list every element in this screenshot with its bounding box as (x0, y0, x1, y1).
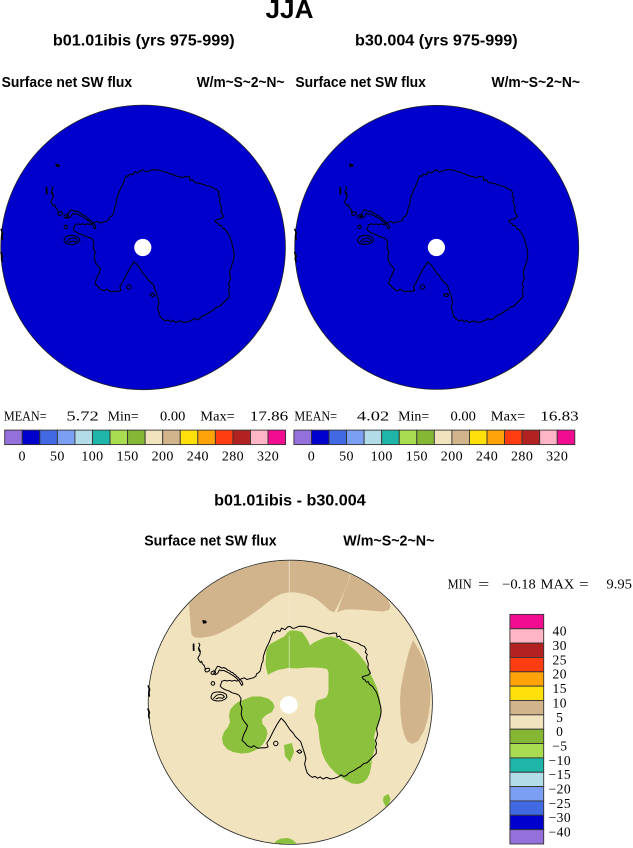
svg-text:5.72: 5.72 (66, 410, 98, 425)
svg-text:50: 50 (339, 450, 354, 465)
svg-text:MIN: MIN (448, 577, 472, 592)
svg-text:Min=: Min= (398, 410, 429, 425)
svg-text:40: 40 (553, 624, 568, 639)
svg-text:240: 240 (187, 450, 209, 465)
svg-text:b01.01ibis (yrs 975-999): b01.01ibis (yrs 975-999) (53, 32, 235, 49)
svg-text:10: 10 (553, 695, 568, 710)
svg-text:50: 50 (50, 450, 65, 465)
svg-text:W/m~S~2~N~: W/m~S~2~N~ (197, 74, 285, 91)
svg-text:280: 280 (222, 450, 244, 465)
svg-text:−10: −10 (548, 753, 571, 768)
svg-text:150: 150 (406, 450, 428, 465)
svg-text:0: 0 (308, 450, 315, 465)
svg-text:25: 25 (553, 652, 568, 667)
svg-text:W/m~S~2~N~: W/m~S~2~N~ (492, 74, 581, 91)
svg-text:Surface net SW flux: Surface net SW flux (144, 533, 277, 550)
svg-text:20: 20 (553, 667, 568, 682)
svg-text:280: 280 (511, 450, 533, 465)
svg-text:−0.18: −0.18 (502, 577, 536, 592)
svg-text:−40: −40 (548, 825, 571, 840)
svg-text:100: 100 (371, 450, 393, 465)
svg-text:=: = (478, 577, 489, 592)
svg-text:200: 200 (152, 450, 174, 465)
svg-text:−5: −5 (552, 738, 567, 753)
svg-text:Max=: Max= (200, 410, 235, 425)
svg-text:MEAN=: MEAN= (294, 410, 337, 425)
svg-text:320: 320 (546, 450, 568, 465)
svg-text:16.83: 16.83 (540, 410, 578, 425)
svg-text:−25: −25 (548, 796, 571, 811)
svg-text:JJA: JJA (266, 0, 314, 24)
svg-text:0.00: 0.00 (451, 410, 476, 425)
svg-text:=: = (579, 577, 589, 592)
svg-text:200: 200 (441, 450, 463, 465)
svg-text:−15: −15 (548, 767, 571, 782)
svg-text:Max=: Max= (491, 410, 526, 425)
svg-text:Surface net SW flux: Surface net SW flux (2, 74, 133, 91)
svg-text:30: 30 (553, 638, 568, 653)
svg-text:15: 15 (553, 681, 568, 696)
svg-text:MAX: MAX (541, 577, 575, 592)
svg-text:5: 5 (556, 710, 563, 725)
svg-text:Surface net SW flux: Surface net SW flux (295, 74, 426, 91)
svg-text:150: 150 (116, 450, 138, 465)
svg-text:17.86: 17.86 (250, 410, 288, 425)
svg-text:0.00: 0.00 (160, 410, 185, 425)
svg-text:−30: −30 (548, 810, 571, 825)
svg-text:MEAN=: MEAN= (4, 410, 47, 425)
svg-text:100: 100 (81, 450, 103, 465)
svg-text:Min=: Min= (108, 410, 139, 425)
svg-text:−20: −20 (548, 782, 571, 797)
svg-text:b01.01ibis - b30.004: b01.01ibis - b30.004 (214, 492, 366, 509)
svg-text:W/m~S~2~N~: W/m~S~2~N~ (343, 533, 434, 550)
svg-text:240: 240 (476, 450, 498, 465)
svg-text:320: 320 (257, 450, 279, 465)
svg-text:0: 0 (556, 724, 563, 739)
svg-text:4.02: 4.02 (357, 410, 389, 425)
svg-text:b30.004 (yrs 975-999): b30.004 (yrs 975-999) (355, 32, 518, 49)
svg-text:9.95: 9.95 (606, 577, 632, 592)
svg-text:0: 0 (19, 450, 26, 465)
